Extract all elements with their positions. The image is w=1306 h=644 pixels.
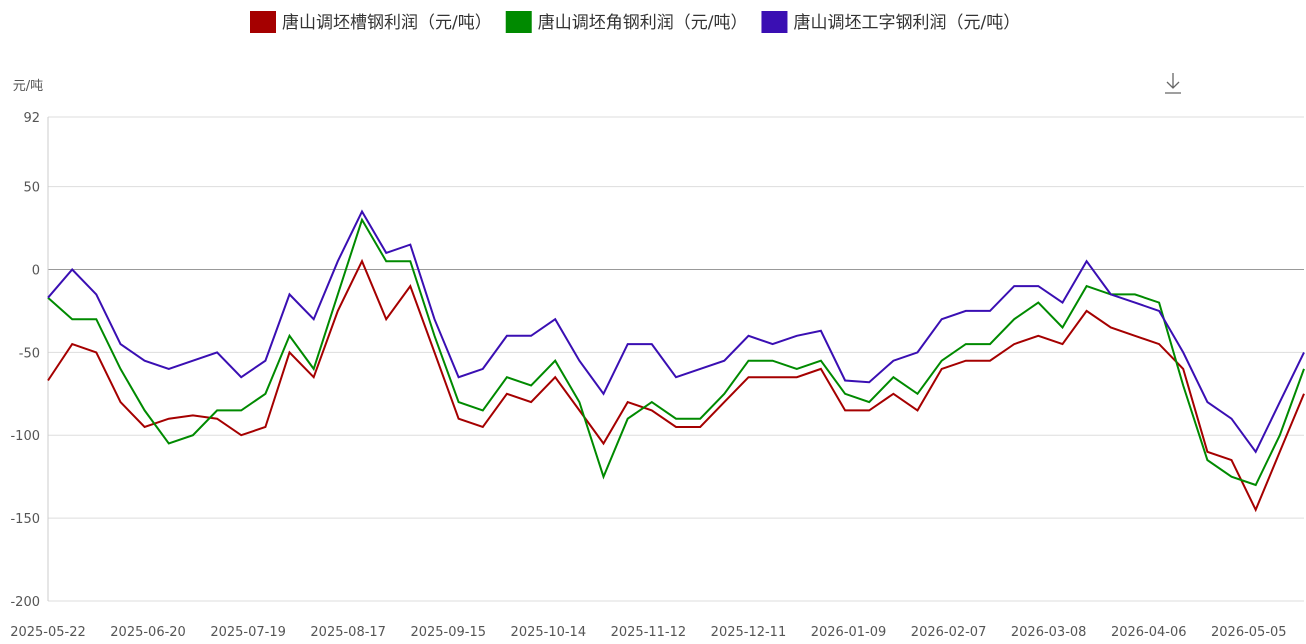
legend-label: 唐山调坯槽钢利润（元/吨） [282, 12, 492, 33]
legend: 唐山调坯槽钢利润（元/吨） 唐山调坯角钢利润（元/吨） 唐山调坯工字钢利润（元/吨） [250, 11, 1020, 33]
x-tick-label: 2025-07-19 [210, 625, 286, 640]
x-tick-label: 2026-03-08 [1011, 625, 1087, 640]
x-tick-label: 2025-12-11 [711, 625, 787, 640]
y-tick-label: -150 [10, 512, 40, 527]
y-tick-label: -100 [10, 429, 40, 444]
download-arrow[interactable] [1165, 73, 1181, 94]
y-tick-label: 0 [32, 263, 40, 278]
download-icon[interactable] [1165, 73, 1181, 94]
x-tick-label: 2026-05-05 [1211, 625, 1287, 640]
y-tick-label: -50 [19, 346, 40, 361]
x-tick-label: 2025-05-22 [10, 625, 86, 640]
legend-label: 唐山调坯角钢利润（元/吨） [538, 12, 748, 33]
series-line [47, 209, 1305, 454]
series-line [47, 258, 1305, 513]
x-tick-label: 2025-08-17 [310, 625, 386, 640]
x-tick-label: 2025-09-15 [410, 625, 486, 640]
series-line [47, 217, 1305, 487]
y-tick-label: 92 [23, 111, 40, 126]
x-tick-label: 2026-01-09 [811, 625, 887, 640]
x-tick-label: 2025-11-12 [611, 625, 687, 640]
x-tick-label: 2026-04-06 [1111, 625, 1187, 640]
x-tick-label: 2025-06-20 [110, 625, 186, 640]
legend-swatch [505, 11, 532, 33]
legend-label: 唐山调坯工字钢利润（元/吨） [793, 12, 1020, 33]
y-tick-label: -200 [10, 595, 40, 610]
x-tick-label: 2025-10-14 [511, 625, 587, 640]
y-tick-label: 50 [23, 181, 40, 196]
x-tick-label: 2026-02-07 [911, 625, 987, 640]
legend-swatch [250, 11, 276, 33]
legend-swatch [761, 11, 788, 33]
y-unit: 元/吨 [13, 79, 43, 94]
